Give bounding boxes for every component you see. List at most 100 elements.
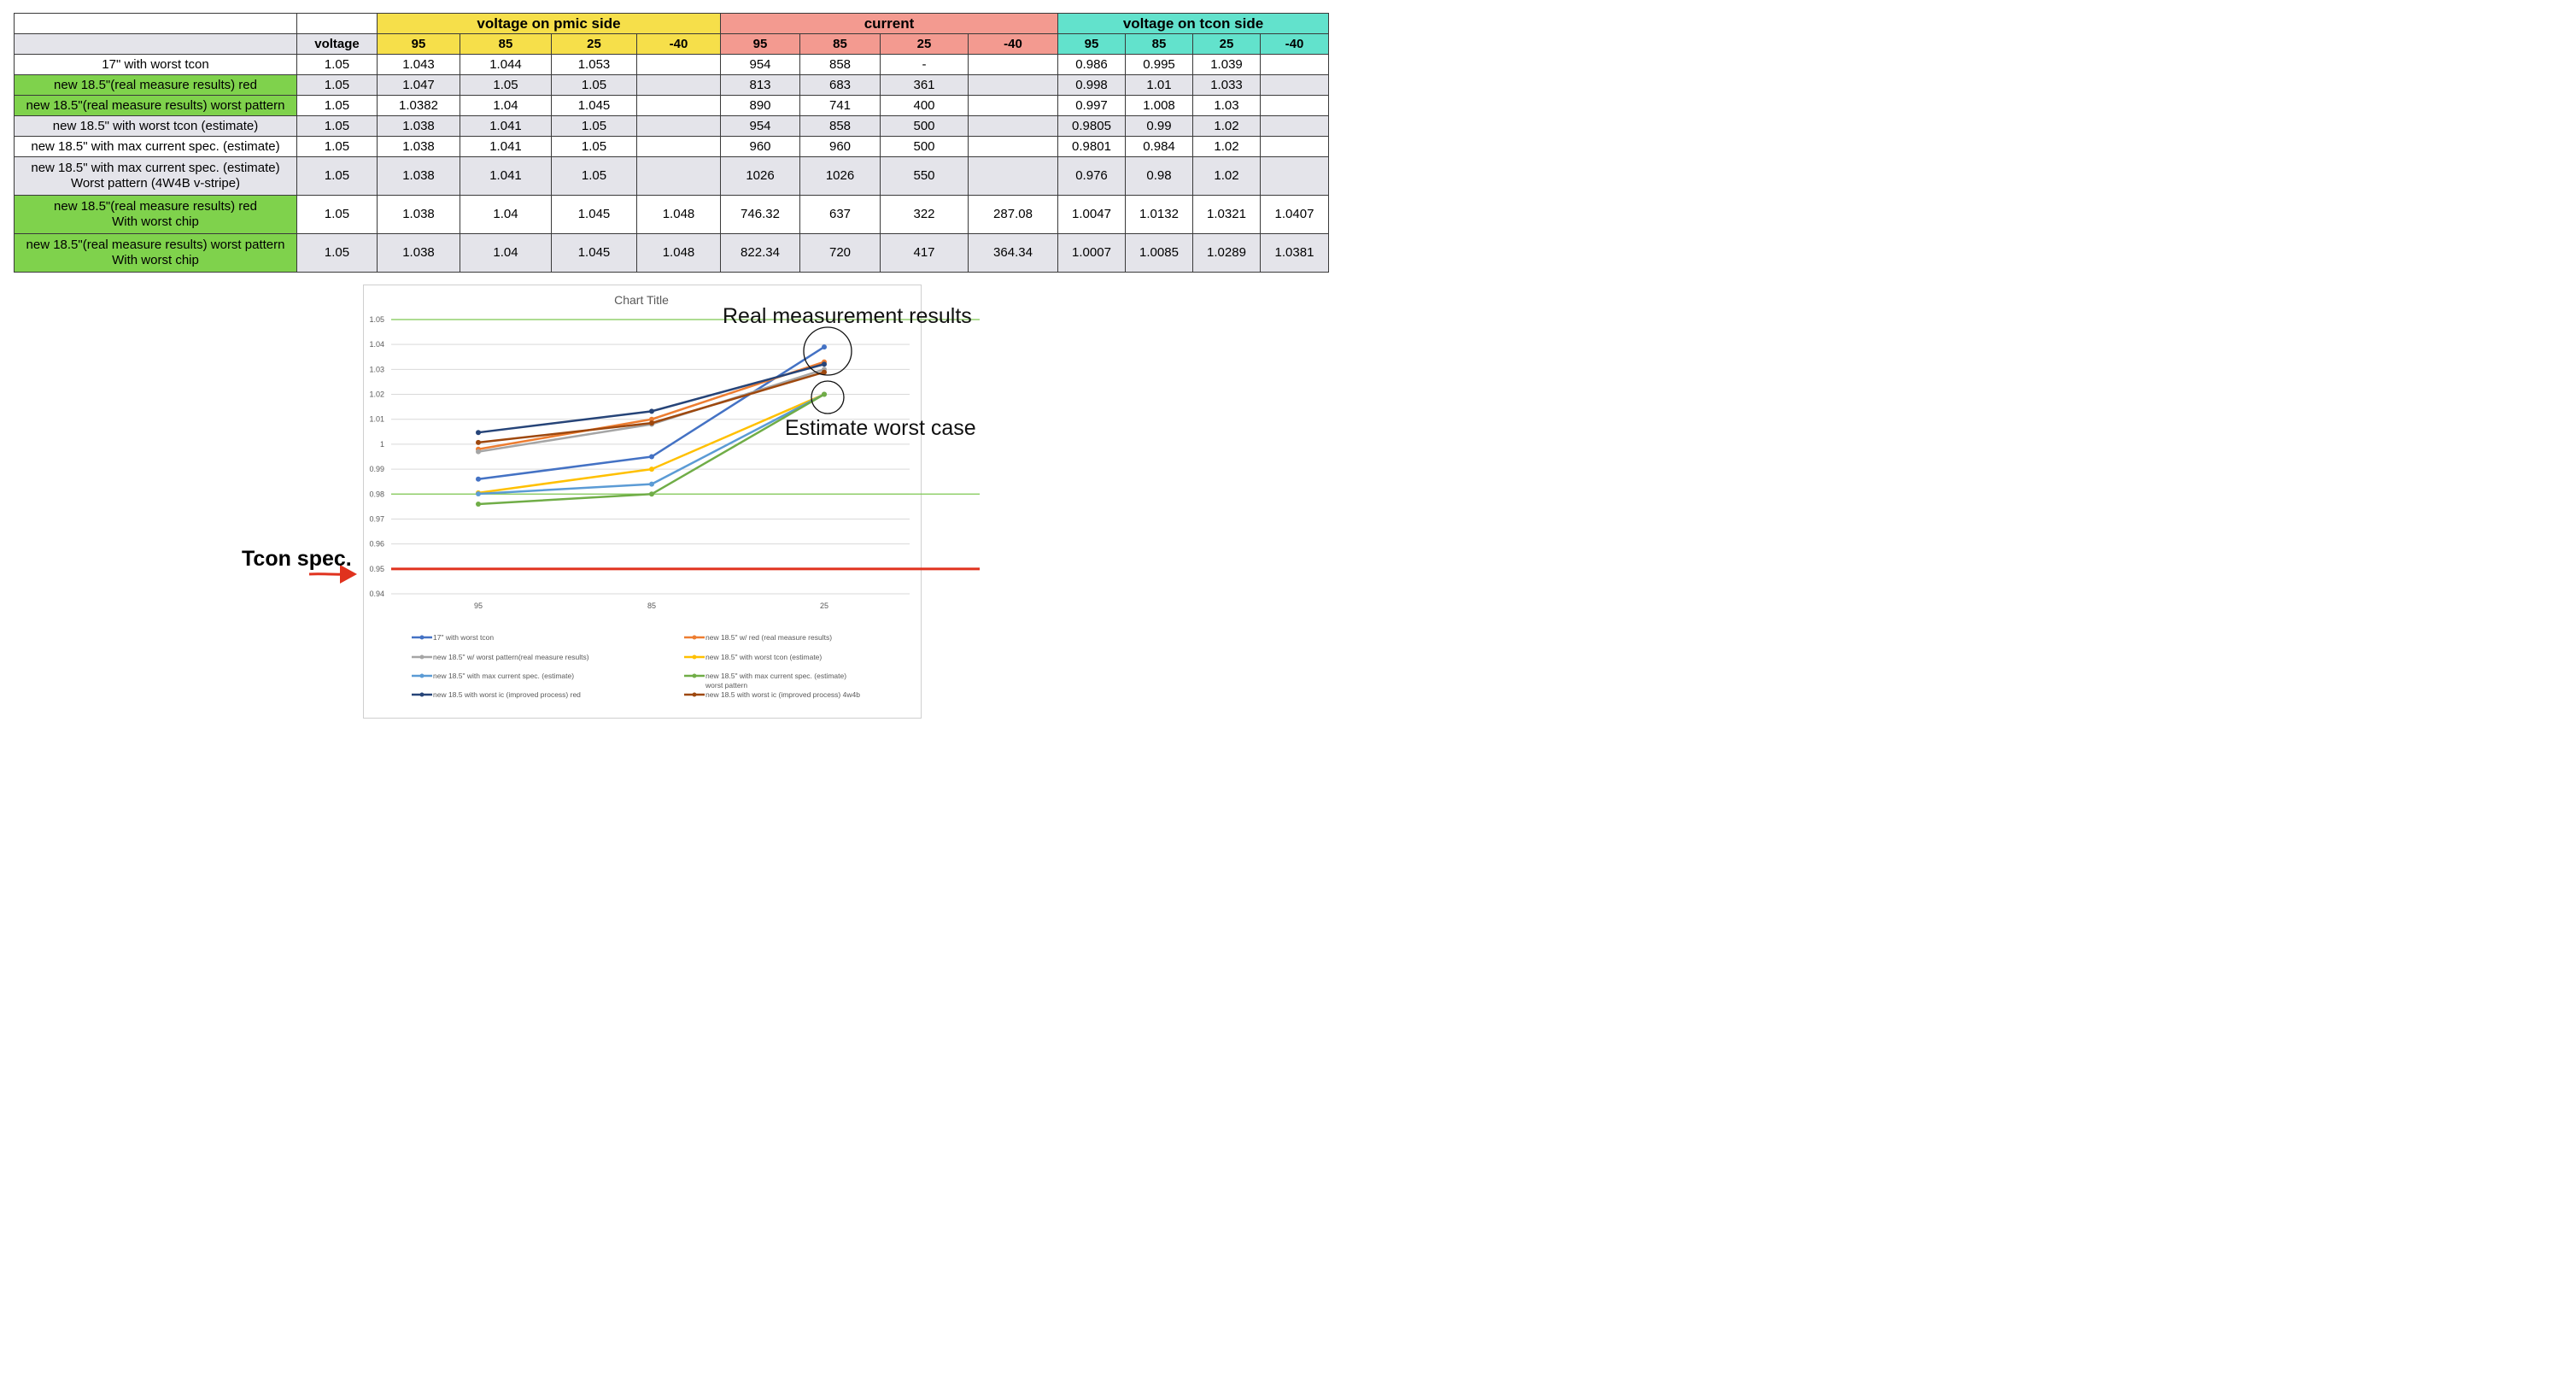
cell-tcon-3[interactable]: 1.0381 xyxy=(1260,233,1329,273)
cell-pmic-3[interactable] xyxy=(636,74,721,96)
cell-current-1[interactable]: 720 xyxy=(799,233,881,273)
cell-tcon-3[interactable] xyxy=(1260,74,1329,96)
cell-voltage[interactable]: 1.05 xyxy=(296,54,378,75)
column-header-tcon-2[interactable]: 25 xyxy=(1192,33,1261,55)
cell-current-0[interactable]: 813 xyxy=(720,74,800,96)
row-label[interactable]: new 18.5"(real measure results) worst pa… xyxy=(14,233,297,273)
cell-tcon-0[interactable]: 1.0007 xyxy=(1057,233,1126,273)
cell-tcon-2[interactable]: 1.0289 xyxy=(1192,233,1261,273)
cell-tcon-2[interactable]: 1.02 xyxy=(1192,136,1261,157)
cell-tcon-2[interactable]: 1.033 xyxy=(1192,74,1261,96)
cell-current-0[interactable]: 1026 xyxy=(720,156,800,196)
column-header-pmic-0[interactable]: 95 xyxy=(377,33,460,55)
row-label[interactable]: new 18.5" with max current spec. (estima… xyxy=(14,136,297,157)
cell-pmic-1[interactable]: 1.041 xyxy=(460,156,552,196)
cell-current-2[interactable]: - xyxy=(880,54,969,75)
row-label[interactable]: new 18.5" with max current spec. (estima… xyxy=(14,156,297,196)
cell-pmic-3[interactable] xyxy=(636,136,721,157)
cell-current-1[interactable]: 858 xyxy=(799,115,881,137)
cell-pmic-0[interactable]: 1.038 xyxy=(377,195,460,234)
cell-tcon-3[interactable]: 1.0407 xyxy=(1260,195,1329,234)
cell-tcon-2[interactable]: 1.03 xyxy=(1192,95,1261,116)
cell-current-1[interactable]: 683 xyxy=(799,74,881,96)
cell-pmic-3[interactable] xyxy=(636,156,721,196)
row-label[interactable]: new 18.5" with worst tcon (estimate) xyxy=(14,115,297,137)
cell-tcon-2[interactable]: 1.02 xyxy=(1192,156,1261,196)
cell-tcon-1[interactable]: 1.01 xyxy=(1125,74,1193,96)
cell-pmic-0[interactable]: 1.038 xyxy=(377,156,460,196)
cell-tcon-0[interactable]: 1.0047 xyxy=(1057,195,1126,234)
cell-pmic-0[interactable]: 1.038 xyxy=(377,115,460,137)
cell-current-2[interactable]: 361 xyxy=(880,74,969,96)
cell-pmic-3[interactable]: 1.048 xyxy=(636,233,721,273)
cell-pmic-2[interactable]: 1.05 xyxy=(551,136,637,157)
column-header-pmic-1[interactable]: 85 xyxy=(460,33,552,55)
cell-pmic-2[interactable]: 1.05 xyxy=(551,115,637,137)
cell-pmic-3[interactable]: 1.048 xyxy=(636,195,721,234)
column-header-current-1[interactable]: 85 xyxy=(799,33,881,55)
cell-voltage[interactable]: 1.05 xyxy=(296,156,378,196)
cell-current-0[interactable]: 954 xyxy=(720,115,800,137)
cell-current-1[interactable]: 1026 xyxy=(799,156,881,196)
cell-pmic-3[interactable] xyxy=(636,115,721,137)
cell-current-0[interactable]: 890 xyxy=(720,95,800,116)
cell-tcon-0[interactable]: 0.9801 xyxy=(1057,136,1126,157)
cell-tcon-1[interactable]: 1.0132 xyxy=(1125,195,1193,234)
cell-voltage[interactable]: 1.05 xyxy=(296,74,378,96)
cell-tcon-1[interactable]: 1.0085 xyxy=(1125,233,1193,273)
group-header-2[interactable]: voltage on tcon side xyxy=(1057,13,1329,34)
cell-pmic-0[interactable]: 1.043 xyxy=(377,54,460,75)
cell-tcon-2[interactable]: 1.0321 xyxy=(1192,195,1261,234)
cell-current-1[interactable]: 960 xyxy=(799,136,881,157)
cell-voltage[interactable]: 1.05 xyxy=(296,195,378,234)
cell-tcon-0[interactable]: 0.998 xyxy=(1057,74,1126,96)
cell-pmic-0[interactable]: 1.038 xyxy=(377,136,460,157)
column-header-voltage[interactable]: voltage xyxy=(296,33,378,55)
column-header-current-2[interactable]: 25 xyxy=(880,33,969,55)
cell-current-3[interactable]: 287.08 xyxy=(968,195,1058,234)
cell-pmic-0[interactable]: 1.047 xyxy=(377,74,460,96)
row-label[interactable]: new 18.5"(real measure results) red xyxy=(14,74,297,96)
cell-current-3[interactable] xyxy=(968,115,1058,137)
cell-tcon-1[interactable]: 0.98 xyxy=(1125,156,1193,196)
cell-tcon-0[interactable]: 0.997 xyxy=(1057,95,1126,116)
column-header-pmic-2[interactable]: 25 xyxy=(551,33,637,55)
cell-tcon-1[interactable]: 0.984 xyxy=(1125,136,1193,157)
cell-voltage[interactable]: 1.05 xyxy=(296,233,378,273)
cell-tcon-2[interactable]: 1.02 xyxy=(1192,115,1261,137)
cell-tcon-0[interactable]: 0.986 xyxy=(1057,54,1126,75)
cell-pmic-1[interactable]: 1.04 xyxy=(460,95,552,116)
row-label[interactable]: new 18.5"(real measure results) worst pa… xyxy=(14,95,297,116)
cell-voltage[interactable]: 1.05 xyxy=(296,95,378,116)
cell-pmic-1[interactable]: 1.04 xyxy=(460,233,552,273)
blank-cell[interactable] xyxy=(14,13,297,34)
cell-current-2[interactable]: 500 xyxy=(880,136,969,157)
column-header-current-0[interactable]: 95 xyxy=(720,33,800,55)
cell-tcon-3[interactable] xyxy=(1260,54,1329,75)
cell-pmic-2[interactable]: 1.053 xyxy=(551,54,637,75)
cell-tcon-3[interactable] xyxy=(1260,136,1329,157)
row-label[interactable]: 17" with worst tcon xyxy=(14,54,297,75)
cell-pmic-0[interactable]: 1.038 xyxy=(377,233,460,273)
column-header-tcon-1[interactable]: 85 xyxy=(1125,33,1193,55)
cell-current-0[interactable]: 960 xyxy=(720,136,800,157)
cell-pmic-1[interactable]: 1.05 xyxy=(460,74,552,96)
cell-tcon-3[interactable] xyxy=(1260,156,1329,196)
cell-current-3[interactable] xyxy=(968,74,1058,96)
group-header-0[interactable]: voltage on pmic side xyxy=(377,13,721,34)
cell-pmic-3[interactable] xyxy=(636,95,721,116)
cell-current-0[interactable]: 822.34 xyxy=(720,233,800,273)
blank-cell[interactable] xyxy=(14,33,297,55)
cell-pmic-2[interactable]: 1.045 xyxy=(551,233,637,273)
cell-pmic-2[interactable]: 1.05 xyxy=(551,156,637,196)
column-header-current-3[interactable]: -40 xyxy=(968,33,1058,55)
column-header-tcon-3[interactable]: -40 xyxy=(1260,33,1329,55)
cell-current-0[interactable]: 954 xyxy=(720,54,800,75)
cell-pmic-2[interactable]: 1.045 xyxy=(551,95,637,116)
cell-current-1[interactable]: 858 xyxy=(799,54,881,75)
cell-tcon-3[interactable] xyxy=(1260,95,1329,116)
cell-current-2[interactable]: 400 xyxy=(880,95,969,116)
cell-pmic-2[interactable]: 1.045 xyxy=(551,195,637,234)
cell-tcon-1[interactable]: 0.995 xyxy=(1125,54,1193,75)
chart-area[interactable] xyxy=(363,285,922,719)
